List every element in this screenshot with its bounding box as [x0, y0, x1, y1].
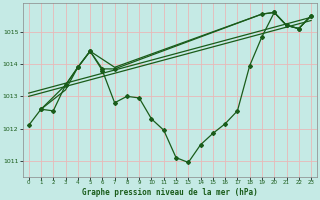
X-axis label: Graphe pression niveau de la mer (hPa): Graphe pression niveau de la mer (hPa) [82, 188, 258, 197]
